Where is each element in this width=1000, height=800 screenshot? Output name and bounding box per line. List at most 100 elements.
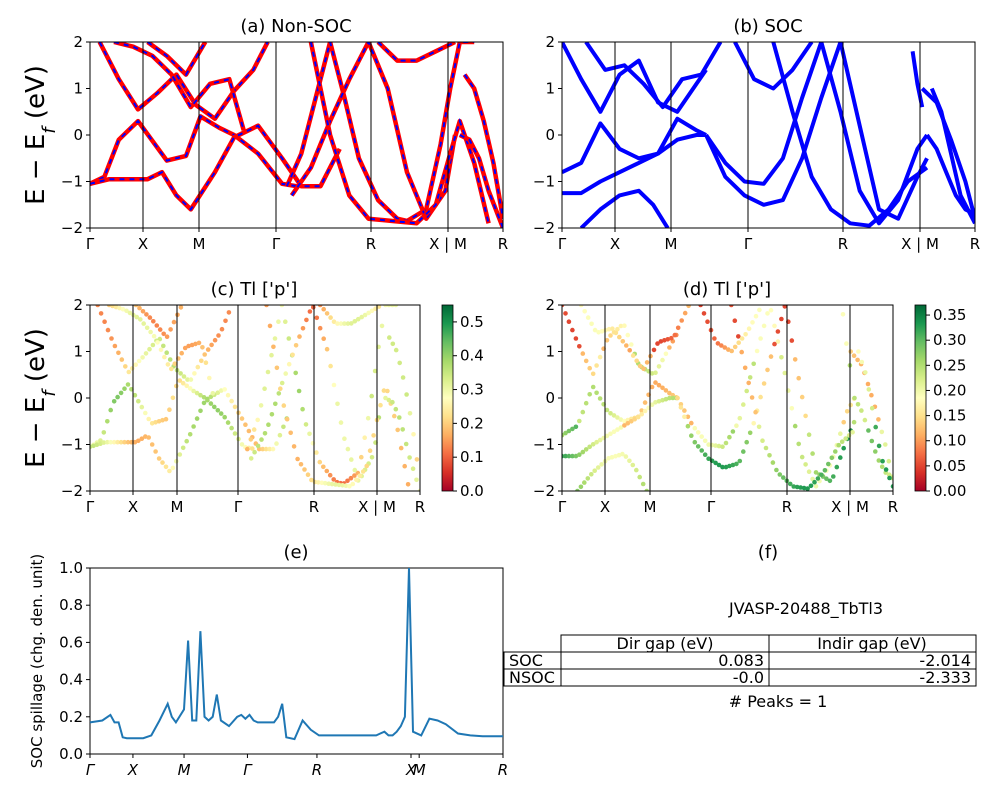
projection-point bbox=[765, 367, 770, 373]
projection-point bbox=[746, 326, 752, 332]
projection-point bbox=[314, 315, 320, 321]
projection-point bbox=[819, 472, 824, 478]
projection-point bbox=[167, 468, 172, 474]
projection-point bbox=[350, 481, 356, 487]
projection-point bbox=[590, 442, 596, 447]
projection-point bbox=[127, 310, 133, 316]
projection-point bbox=[218, 388, 224, 393]
x-tick-label: Γ bbox=[86, 498, 95, 516]
projection-point bbox=[153, 449, 158, 454]
projection-point bbox=[327, 472, 333, 478]
y-tick-label: −1 bbox=[61, 173, 83, 191]
projection-point bbox=[186, 343, 191, 349]
projection-point bbox=[841, 445, 846, 451]
projection-point bbox=[585, 476, 591, 481]
projection-point bbox=[767, 453, 772, 458]
projection-point bbox=[146, 416, 151, 422]
projection-point bbox=[274, 441, 279, 446]
projection-point bbox=[386, 397, 392, 403]
projection-point bbox=[851, 419, 857, 425]
panel-f: (f) JVASP-20488_TbTl3 Dir gap (eV) Indir… bbox=[503, 542, 977, 711]
y-tick-label: 1 bbox=[73, 343, 83, 361]
projection-point bbox=[267, 323, 273, 329]
band-line-soc bbox=[704, 42, 929, 226]
projection-point bbox=[866, 387, 872, 392]
projection-point bbox=[95, 305, 100, 308]
projection-point bbox=[566, 428, 572, 434]
projection-point bbox=[637, 474, 642, 480]
projection-point bbox=[660, 385, 665, 391]
projection-point bbox=[208, 394, 214, 400]
projection-point bbox=[198, 408, 203, 414]
y-tick-label: −2 bbox=[533, 482, 555, 500]
projection-point bbox=[570, 453, 575, 459]
projection-point bbox=[255, 417, 260, 423]
projection-point bbox=[162, 354, 167, 360]
projection-point bbox=[865, 381, 871, 387]
projection-point bbox=[111, 399, 117, 404]
projection-point bbox=[758, 394, 763, 400]
projection-point bbox=[182, 345, 188, 351]
projection-point bbox=[787, 481, 793, 487]
projection-point bbox=[649, 402, 655, 408]
projection-point bbox=[342, 321, 347, 326]
projection-point bbox=[789, 338, 795, 343]
projection-point bbox=[876, 417, 881, 422]
projection-point bbox=[663, 396, 669, 402]
colorbar-tick-label: 0.05 bbox=[933, 457, 966, 475]
projection-point bbox=[140, 309, 146, 314]
projection-point bbox=[618, 323, 624, 329]
projection-point bbox=[806, 432, 812, 438]
projection-point bbox=[143, 351, 149, 356]
table-cell: -2.333 bbox=[919, 668, 971, 687]
projection-point bbox=[340, 483, 345, 488]
projection-point bbox=[866, 428, 871, 433]
panel-f-title: (f) bbox=[758, 542, 778, 563]
projection-point bbox=[174, 458, 179, 464]
projection-point bbox=[609, 455, 615, 460]
projection-point bbox=[348, 475, 354, 481]
colorbar-tick-label: 0.20 bbox=[933, 381, 966, 399]
projection-point bbox=[702, 438, 708, 444]
projection-point bbox=[335, 321, 340, 326]
y-tick-label: 0.6 bbox=[59, 633, 83, 651]
projection-point bbox=[298, 462, 304, 467]
projection-point bbox=[642, 408, 648, 414]
projection-point bbox=[349, 457, 354, 462]
projection-point bbox=[595, 465, 601, 470]
projection-point bbox=[583, 358, 589, 364]
projection-point bbox=[170, 465, 176, 471]
projection-point bbox=[352, 473, 357, 478]
projection-point bbox=[279, 305, 285, 308]
projection-point bbox=[210, 391, 216, 396]
projection-point bbox=[597, 437, 603, 443]
x-tick-label: Γ bbox=[86, 235, 95, 253]
projection-point bbox=[407, 411, 413, 416]
projection-point bbox=[371, 433, 376, 438]
projection-point bbox=[136, 358, 142, 364]
projection-point bbox=[678, 405, 684, 410]
y-tick-label: −1 bbox=[533, 436, 555, 454]
projection-point bbox=[262, 386, 267, 392]
projection-point bbox=[589, 321, 594, 327]
projection-point bbox=[592, 468, 597, 474]
projection-point bbox=[316, 480, 321, 485]
projection-point bbox=[205, 347, 211, 352]
projection-point bbox=[682, 310, 688, 316]
projection-point bbox=[599, 329, 605, 334]
projection-point bbox=[658, 339, 664, 344]
projection-point bbox=[577, 452, 582, 458]
projection-point bbox=[369, 393, 375, 399]
projection-point bbox=[667, 345, 672, 350]
colorbar-tick-label: 0.4 bbox=[460, 347, 484, 365]
projection-point bbox=[141, 321, 146, 326]
x-tick-label: R bbox=[309, 498, 319, 516]
x-tick-label: R bbox=[312, 761, 322, 779]
projection-point bbox=[245, 446, 250, 452]
projection-point bbox=[161, 343, 166, 349]
projection-point bbox=[387, 335, 392, 340]
table-header-indir-gap: Indir gap (eV) bbox=[817, 634, 927, 653]
y-tick-label: 1.0 bbox=[59, 559, 83, 577]
projection-point bbox=[873, 424, 878, 430]
x-tick-label: M bbox=[178, 761, 191, 779]
